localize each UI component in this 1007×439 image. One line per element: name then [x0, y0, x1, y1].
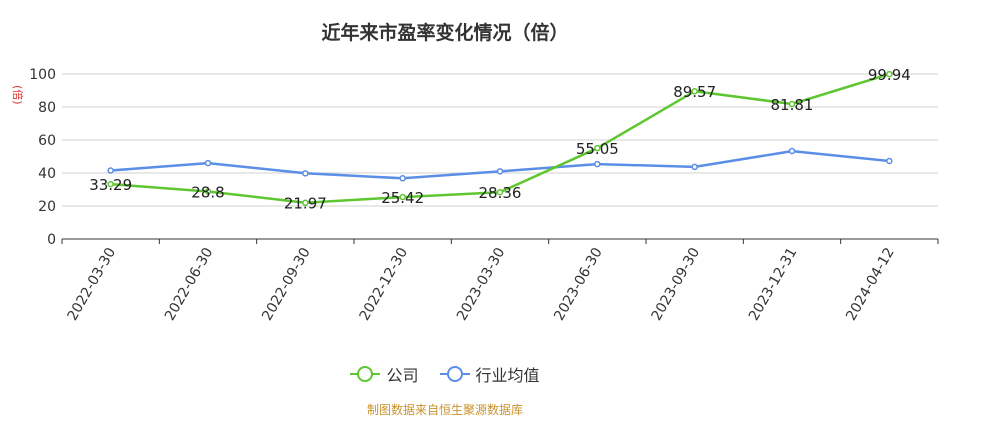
data-point: [107, 167, 114, 174]
y-axis-ticks: 0 20 40 60 80 100: [29, 67, 56, 248]
legend-swatch-company: [350, 366, 381, 382]
data-label: 21.97: [284, 195, 327, 213]
data-point: [302, 199, 309, 206]
chart-title: 近年来市盈率变化情况（倍）: [321, 22, 569, 44]
x-axis-ticks: 2022-03-30 2022-06-30 2022-09-30 2022-12-30…: [65, 245, 898, 323]
data-point: [496, 168, 504, 175]
data-point: [788, 147, 796, 155]
data-point: [204, 159, 212, 167]
legend: 公司 行业均值: [0, 362, 890, 386]
x-tick-label: 2024-04-12: [843, 245, 898, 323]
y-tick-label: 40: [38, 166, 56, 182]
data-point: [496, 188, 504, 196]
x-axis: [61, 238, 939, 244]
x-tick-label: 2022-03-30: [65, 245, 120, 323]
data-point: [691, 87, 698, 95]
x-tick-label: 2023-12-31: [746, 245, 801, 323]
legend-label-industry-average: 行业均值: [475, 366, 540, 385]
data-label: 81.81: [771, 96, 814, 114]
series-points: [107, 70, 893, 206]
data-point: [886, 70, 893, 78]
data-label: 89.57: [673, 83, 716, 101]
data-point: [594, 160, 601, 168]
data-point: [691, 163, 698, 171]
y-tick-label: 60: [38, 133, 56, 149]
data-point: [594, 144, 601, 152]
x-tick-label: 2023-06-30: [551, 245, 606, 323]
data-point: [399, 175, 406, 182]
legend-label-company: 公司: [386, 366, 419, 385]
data-label: 28.8: [191, 183, 224, 201]
x-tick-label: 2022-09-30: [259, 245, 314, 323]
data-point: [788, 100, 796, 108]
y-tick-label: 80: [38, 100, 56, 116]
data-label: 99.94: [868, 66, 911, 84]
y-tick-label: 20: [38, 199, 56, 215]
x-tick-label: 2023-03-30: [454, 245, 509, 323]
x-tick-label: 2022-06-30: [162, 245, 217, 323]
y-tick-label: 100: [29, 67, 56, 83]
data-label: 55.05: [576, 140, 619, 158]
data-label: 33.29: [89, 176, 132, 194]
x-tick-label: 2023-09-30: [649, 245, 704, 323]
data-labels: 33.29 28.8 21.97 25.42 28.36 55.05 89.57 81.81 9…: [89, 66, 911, 213]
data-point: [204, 188, 212, 195]
legend-item-company[interactable]: 公司: [350, 362, 418, 386]
data-point: [107, 180, 114, 188]
data-label: 25.42: [381, 189, 424, 207]
legend-swatch-industry-average: [439, 366, 470, 382]
data-label: 28.36: [479, 184, 522, 202]
legend-item-industry-average[interactable]: 行业均值: [439, 362, 540, 386]
data-point: [399, 193, 406, 201]
data-point: [302, 170, 309, 177]
data-point: [886, 157, 893, 165]
x-tick-label: 2022-12-30: [357, 245, 412, 323]
data-source-note: 制图数据来自恒生聚源数据库: [366, 403, 523, 417]
y-tick-label: 0: [47, 232, 56, 248]
